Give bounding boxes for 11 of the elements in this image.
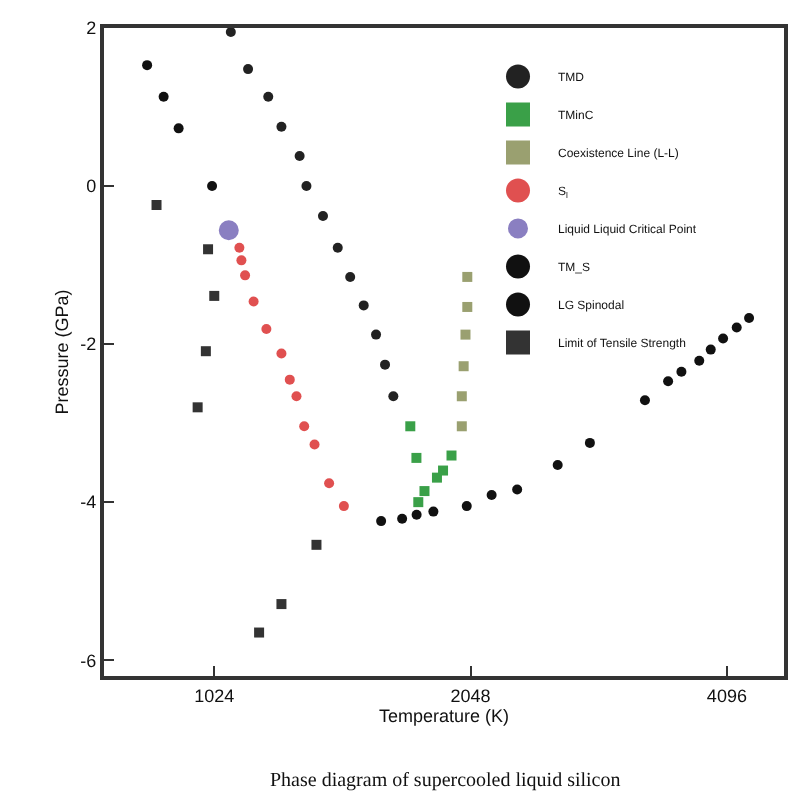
y-tick-label: -6 [80,650,97,671]
x-tick-label: 4096 [706,685,747,706]
y-axis-title: Pressure (GPa) [52,289,73,415]
text: Phase diagram of supercooled liquid silicon [270,770,621,792]
y-tick-label: -2 [80,334,97,355]
x-tick-label: 2048 [450,685,491,706]
y-tick-label: 2 [86,18,97,39]
y-tick-label: -4 [80,492,97,513]
x-tick-label: 1024 [194,685,235,706]
y-tick-label: 0 [86,176,97,197]
x-axis-title: Temperature (K) [378,705,510,726]
